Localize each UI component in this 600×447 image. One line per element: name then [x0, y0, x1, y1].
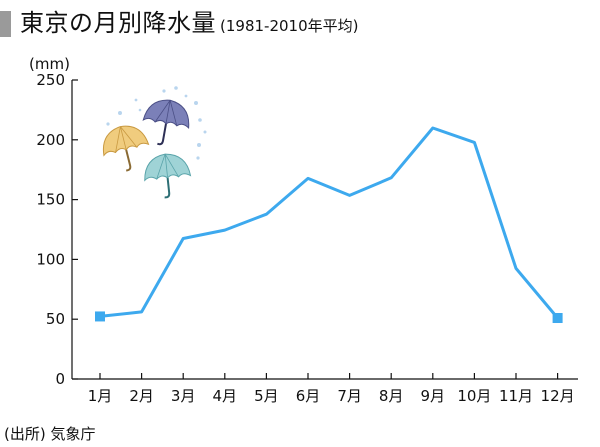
precipitation-series [95, 126, 563, 324]
x-tick-label: 11月 [499, 387, 533, 405]
x-tick-label: 7月 [337, 387, 362, 405]
x-tick-label: 6月 [296, 387, 321, 405]
y-axis-unit-label: (mm) [29, 55, 70, 73]
x-tick-label: 5月 [254, 387, 279, 405]
precipitation-line [98, 126, 560, 320]
data-point-marker [552, 313, 563, 324]
chart-axes [71, 80, 578, 380]
y-axis-ticks: 0 50 100 150 200 250 [36, 71, 78, 388]
x-tick-label: 9月 [421, 387, 446, 405]
umbrellas-rain-icon [102, 86, 207, 199]
x-tick-label: 3月 [171, 387, 196, 405]
x-tick-label: 8月 [379, 387, 404, 405]
source-note: (出所) 気象庁 [4, 425, 96, 443]
y-tick-label: 200 [36, 131, 65, 149]
x-tick-label: 4月 [213, 387, 238, 405]
y-tick-label: 250 [36, 71, 65, 89]
x-axis-ticks: 1月 2月 3月 4月 5月 6月 7月 8月 9月 10月 11月 12月 [88, 373, 575, 405]
chart-title-main: 東京の月別降水量 [20, 9, 216, 37]
chart-subtitle: (1981-2010年平均) [220, 17, 359, 35]
data-point-marker [95, 311, 105, 322]
y-tick-label: 150 [36, 191, 65, 209]
x-tick-label: 10月 [457, 387, 491, 405]
title-accent-bar [0, 11, 11, 37]
x-tick-label: 1月 [88, 387, 113, 405]
x-tick-label: 2月 [129, 387, 154, 405]
y-tick-label: 50 [46, 310, 65, 328]
x-tick-label: 12月 [541, 387, 575, 405]
y-tick-label: 0 [55, 370, 65, 388]
chart-title: 東京の月別降水量 (1981-2010年平均) [20, 6, 358, 40]
y-tick-label: 100 [36, 250, 65, 268]
